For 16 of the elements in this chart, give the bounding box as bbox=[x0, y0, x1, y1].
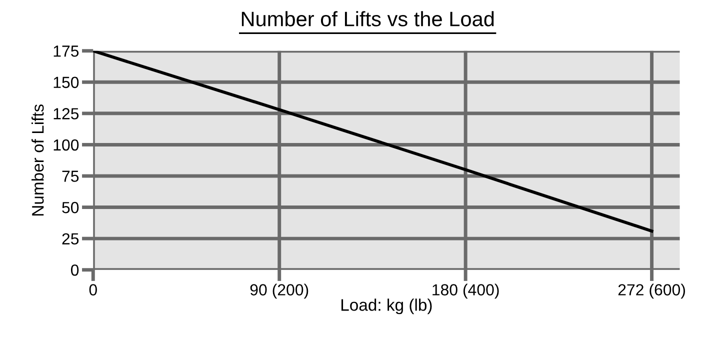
x-tick-label: 272 (600) bbox=[618, 284, 685, 299]
y-axis-title: Number of Lifts bbox=[32, 104, 44, 216]
y-tick-label: 175 bbox=[54, 46, 79, 57]
y-tick-label: 50 bbox=[62, 202, 79, 214]
x-tick-label: 90 (200) bbox=[250, 284, 308, 299]
x-tick-label: 180 (400) bbox=[432, 284, 499, 299]
y-tick-label: 75 bbox=[62, 170, 79, 182]
y-tick-label: 25 bbox=[62, 233, 79, 245]
y-tick-label: 150 bbox=[54, 76, 79, 88]
x-axis-title: Load: kg (lb) bbox=[341, 298, 432, 314]
y-tick-label: 0 bbox=[70, 264, 79, 276]
x-tick-label: 0 bbox=[89, 284, 97, 296]
chart-title: Number of Lifts vs the Load bbox=[242, 11, 494, 26]
line-series bbox=[93, 50, 654, 233]
y-tick-label: 100 bbox=[54, 139, 79, 151]
y-tick-label: 125 bbox=[54, 108, 79, 120]
